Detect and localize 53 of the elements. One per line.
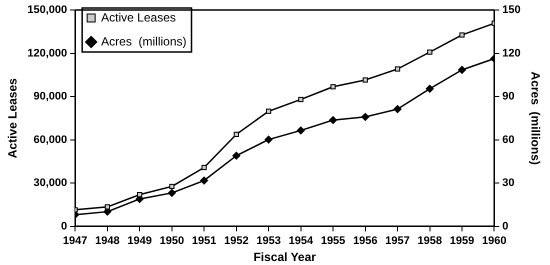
y-tick-label: 150,000 [27,4,68,16]
point [426,84,434,93]
y-axis-title: Active Leases [6,78,20,158]
x-tick-label: 1950 [160,235,184,248]
y-tick-label: 60,000 [34,134,68,146]
x-tick-label: 1952 [224,235,249,248]
y2-tick-label: 30 [502,177,514,190]
y2-tick-label: 0 [502,220,508,232]
point [394,66,400,72]
x-tick-label: 1954 [288,235,314,248]
x-tick-label: 1947 [62,235,88,248]
point [137,192,142,198]
y2-tick-label: 120 [502,47,521,60]
y-tick-label: 120,000 [27,47,68,60]
point [362,77,368,83]
point [168,188,176,197]
point [264,136,273,144]
point [266,108,272,114]
point [298,96,304,102]
x-tick-label: 1948 [95,235,120,248]
y2-axis-title: Acres (millions) [528,72,542,165]
y-tick-label: 0 [61,220,68,232]
x-tick-label: 1951 [192,235,216,248]
point [169,184,174,190]
x-tick-label: 1958 [418,235,442,248]
point [104,204,110,210]
point [200,176,208,185]
point [296,126,305,134]
point [459,32,465,38]
point [427,50,432,55]
x-axis-title: Fiscal Year [253,250,316,264]
point [201,164,207,170]
y2-tick-label: 90 [502,90,514,103]
x-tick-label: 1960 [482,235,506,248]
x-tick-label: 1956 [353,235,378,248]
point [361,112,370,121]
point [234,132,239,137]
point [232,152,240,160]
y2-tick-label: 60 [502,134,514,146]
y-tick-label: 90,000 [34,90,68,103]
point [394,105,402,114]
x-tick-label: 1955 [320,235,346,248]
point [330,84,336,90]
x-tick-label: 1957 [385,235,410,248]
y-tick-label: 30,000 [34,177,68,190]
y2-tick-label: 150 [502,4,521,16]
legend-label: Active Leases [101,10,176,24]
x-tick-label: 1959 [450,235,474,248]
x-tick-label: 1953 [256,235,281,248]
point [458,66,466,74]
legend-label: Acres (millions) [101,34,187,48]
point [329,116,338,124]
x-tick-label: 1949 [127,235,152,248]
